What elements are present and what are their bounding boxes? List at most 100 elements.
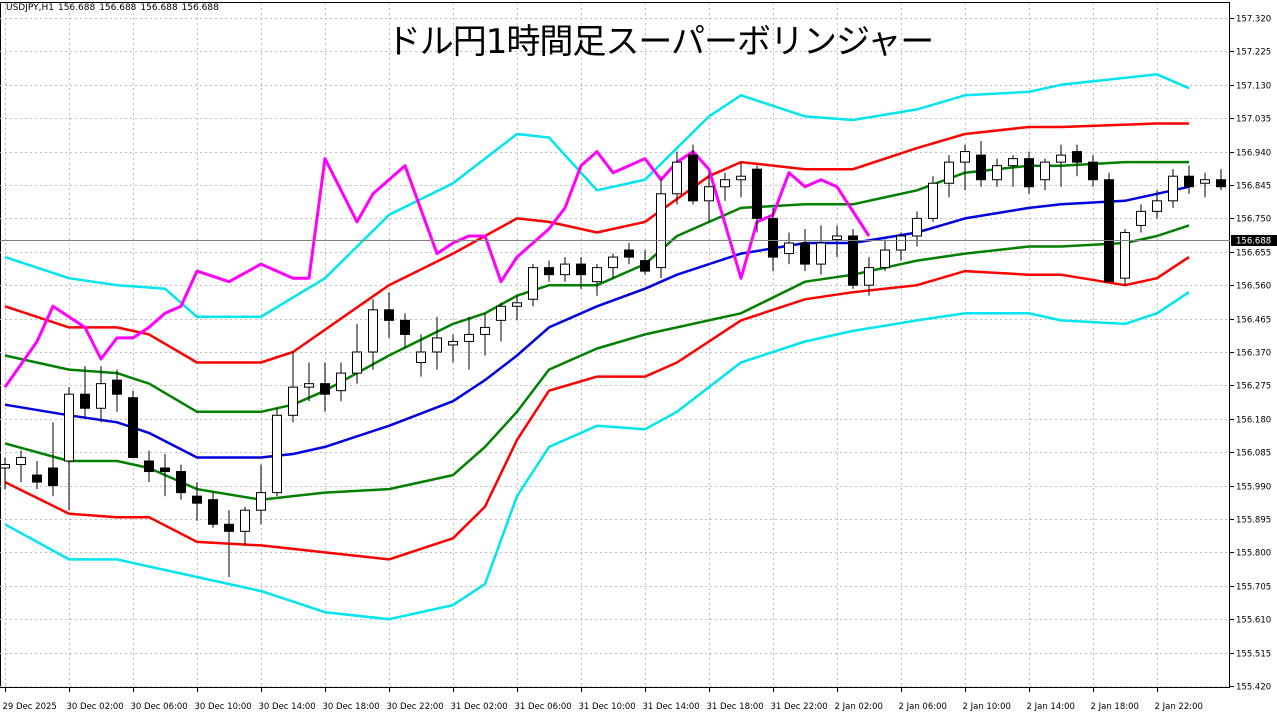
candle-body bbox=[320, 383, 330, 395]
candle-body bbox=[736, 175, 746, 181]
candle-body bbox=[112, 379, 122, 395]
candle-body bbox=[80, 393, 90, 409]
candle-body bbox=[192, 495, 202, 504]
x-tick-label: 2 Jan 18:00 bbox=[1091, 702, 1139, 712]
candle-body bbox=[896, 235, 906, 251]
close-value: 156.688 bbox=[181, 3, 219, 13]
candle-body bbox=[528, 267, 538, 300]
band-line bbox=[4, 185, 1190, 459]
candle-body bbox=[640, 260, 650, 272]
candle-body bbox=[688, 154, 698, 202]
x-tick-label: 30 Dec 10:00 bbox=[195, 702, 252, 712]
candle-body bbox=[656, 193, 666, 269]
candle-body bbox=[544, 267, 554, 276]
candle-body bbox=[416, 351, 426, 364]
candle-body bbox=[880, 249, 890, 269]
y-tick-label: 156.275 bbox=[1236, 382, 1271, 392]
candle-body bbox=[352, 351, 362, 374]
y-tick-label: 156.655 bbox=[1236, 249, 1271, 259]
x-tick-label: 31 Dec 02:00 bbox=[451, 702, 508, 712]
band-line bbox=[4, 291, 1190, 621]
candle-body bbox=[624, 249, 634, 258]
x-tick-label: 31 Dec 10:00 bbox=[579, 702, 636, 712]
high-value: 156.688 bbox=[99, 3, 137, 13]
candle-body bbox=[560, 263, 570, 276]
symbol-label: USDJPY,H1 bbox=[6, 3, 54, 13]
candle-body bbox=[48, 467, 58, 487]
x-tick-label: 2 Jan 06:00 bbox=[899, 702, 947, 712]
y-tick-label: 155.705 bbox=[1236, 583, 1271, 593]
candle-body bbox=[1216, 179, 1226, 188]
candle-body bbox=[208, 499, 218, 525]
plot-area bbox=[0, 2, 1230, 688]
candle-body bbox=[1136, 210, 1146, 226]
candle-body bbox=[576, 263, 586, 276]
y-tick-label: 155.515 bbox=[1236, 650, 1271, 660]
candle-body bbox=[1200, 179, 1210, 184]
candle-body bbox=[800, 242, 810, 265]
candle-body bbox=[1024, 158, 1034, 188]
candle-body bbox=[256, 492, 266, 511]
candle-body bbox=[288, 386, 298, 416]
candle-body bbox=[336, 372, 346, 392]
y-tick-label: 157.320 bbox=[1236, 15, 1271, 25]
candle-body bbox=[928, 182, 938, 219]
candle-body bbox=[304, 383, 314, 388]
x-tick-label: 31 Dec 06:00 bbox=[515, 702, 572, 712]
x-tick-label: 30 Dec 18:00 bbox=[323, 702, 380, 712]
band-line bbox=[3, 150, 871, 389]
chart-title: ドル円1時間足スーパーボリンジャー bbox=[386, 22, 935, 62]
price-axis: 157.320 157.225 157.130 157.035 156.940 156.8… bbox=[1230, 15, 1271, 693]
current-price-box bbox=[1231, 235, 1277, 246]
symbol-header: USDJPY,H1 156.688 156.688 156.688 156.688 bbox=[6, 3, 223, 13]
x-tick-label: 30 Dec 22:00 bbox=[387, 702, 444, 712]
candle-body bbox=[432, 337, 442, 353]
candle-body bbox=[816, 242, 826, 265]
candle-body bbox=[944, 161, 954, 184]
x-tick-label: 2 Jan 22:00 bbox=[1155, 702, 1203, 712]
candle-body bbox=[1168, 175, 1178, 202]
candle-body bbox=[64, 393, 74, 462]
y-tick-label: 157.035 bbox=[1236, 115, 1271, 125]
x-tick-label: 31 Dec 14:00 bbox=[643, 702, 700, 712]
candle-body bbox=[592, 267, 602, 283]
x-tick-label: 2 Jan 14:00 bbox=[1027, 702, 1075, 712]
candle-body bbox=[1120, 231, 1130, 279]
candle-body bbox=[1152, 200, 1162, 212]
candle-body bbox=[768, 217, 778, 258]
candle-body bbox=[1056, 154, 1066, 163]
x-tick-label: 30 Dec 02:00 bbox=[67, 702, 124, 712]
band-line bbox=[4, 122, 1189, 364]
candle-body bbox=[704, 186, 714, 202]
candle-body bbox=[912, 217, 922, 237]
band-line bbox=[4, 256, 1190, 561]
candle-body bbox=[608, 256, 618, 269]
y-tick-label: 156.560 bbox=[1236, 282, 1271, 292]
x-tick-label: 31 Dec 18:00 bbox=[707, 702, 764, 712]
candle-body bbox=[720, 179, 730, 188]
candle-body bbox=[272, 414, 282, 494]
candle-body bbox=[16, 456, 26, 466]
y-tick-label: 155.610 bbox=[1236, 616, 1271, 626]
candle-body bbox=[848, 235, 858, 286]
candle-body bbox=[496, 305, 506, 321]
x-tick-label: 29 Dec 2025 bbox=[3, 702, 57, 712]
grid-lines bbox=[0, 3, 1230, 687]
open-value: 156.688 bbox=[57, 3, 96, 13]
x-tick-label: 30 Dec 14:00 bbox=[259, 702, 316, 712]
y-tick-label: 155.420 bbox=[1236, 683, 1271, 693]
y-tick-label: 156.465 bbox=[1236, 316, 1271, 326]
candle-body bbox=[672, 161, 682, 195]
candle-body bbox=[1104, 179, 1114, 283]
candle-body bbox=[752, 168, 762, 219]
candle-body bbox=[480, 326, 490, 335]
candle-body bbox=[32, 474, 42, 483]
y-tick-label: 156.940 bbox=[1236, 149, 1271, 159]
candle-body bbox=[784, 242, 794, 255]
time-axis: 29 Dec 2025 30 Dec 02:00 30 Dec 06:00 30 De… bbox=[3, 687, 1203, 712]
candle-body bbox=[176, 471, 186, 494]
band-line bbox=[4, 73, 1190, 319]
candle-body bbox=[128, 397, 138, 458]
y-tick-label: 156.750 bbox=[1236, 215, 1271, 225]
